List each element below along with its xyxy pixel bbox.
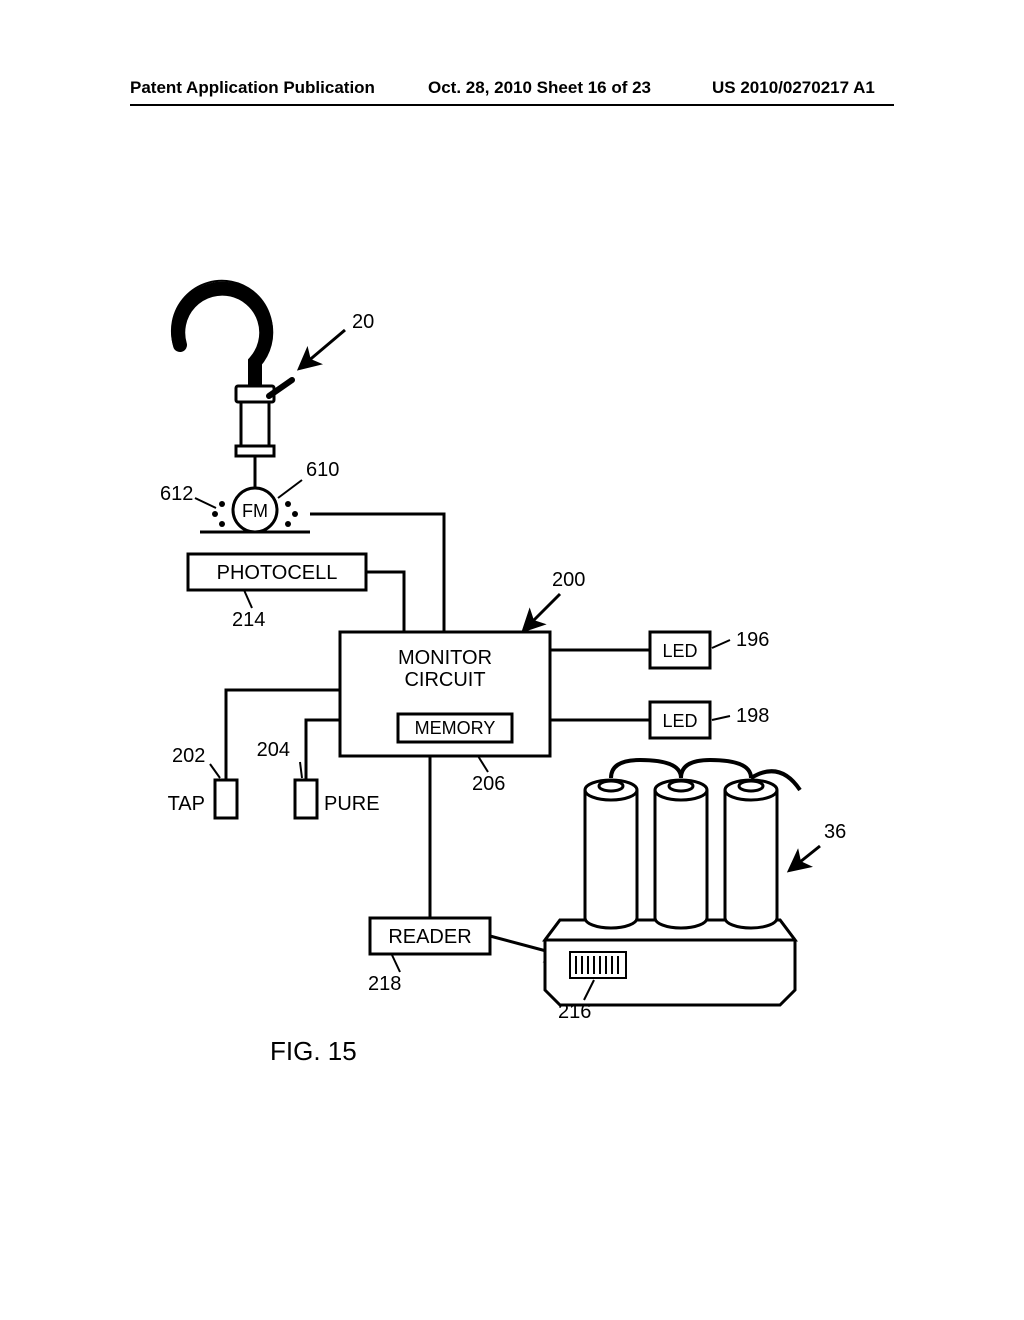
filter-assembly: 36 216	[545, 760, 846, 1023]
ref-20: 20	[352, 311, 374, 333]
patent-figure: 20 FM 612 610 PHOT	[0, 0, 1024, 1320]
pure-label: PURE	[324, 793, 380, 815]
flowmeter: FM 612 610	[160, 459, 444, 632]
led-198-label: LED	[662, 711, 697, 731]
ref-206: 206	[472, 773, 505, 795]
reader: READER 218	[368, 756, 565, 995]
fm-label: FM	[242, 501, 268, 521]
ref-198: 198	[736, 705, 769, 727]
tap-label: TAP	[168, 793, 205, 815]
ref-216: 216	[558, 1001, 591, 1023]
led-196-label: LED	[662, 641, 697, 661]
reader-label: READER	[388, 926, 471, 948]
ref-214: 214	[232, 609, 265, 631]
ref-36: 36	[824, 821, 846, 843]
monitor-circuit: MONITOR CIRCUIT MEMORY 200 206	[340, 569, 585, 795]
ref-612: 612	[160, 483, 193, 505]
photocell: PHOTOCELL 214	[188, 554, 404, 632]
ref-218: 218	[368, 973, 401, 995]
monitor-label-2: CIRCUIT	[404, 669, 485, 691]
ref-200: 200	[552, 569, 585, 591]
faucet: 20	[172, 281, 374, 488]
photocell-label: PHOTOCELL	[217, 562, 338, 584]
ref-204: 204	[257, 739, 290, 761]
memory-label: MEMORY	[415, 718, 496, 738]
led-group: LED 196 LED 198	[550, 629, 769, 738]
ref-202: 202	[172, 745, 205, 767]
monitor-label-1: MONITOR	[398, 647, 492, 669]
figure-caption: FIG. 15	[270, 1036, 357, 1066]
ref-610: 610	[306, 459, 339, 481]
ref-196: 196	[736, 629, 769, 651]
